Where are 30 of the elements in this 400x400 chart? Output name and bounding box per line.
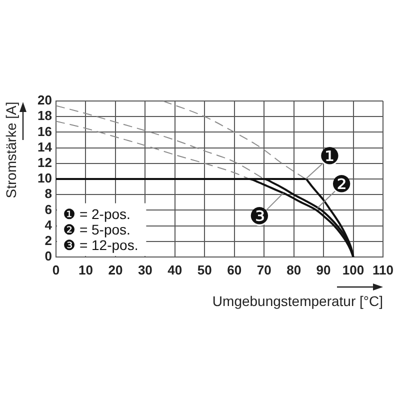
y-tick-label: 4 [44,217,53,232]
y-tick-label: 12 [38,154,52,170]
y-tick-label: 0 [44,248,52,264]
x-tick-label: 20 [108,262,123,278]
x-tick-label: 90 [316,262,331,278]
x-tick-label: 30 [138,262,152,278]
annotation: ❷ = 5-pos. [63,221,130,238]
x-tick-label: 40 [168,262,182,278]
y-tick-label: 16 [38,124,52,139]
y-tick-label: 20 [38,92,52,108]
annotation: ❶ = 2-pos. [63,206,130,222]
y-tick-label: 2 [44,232,52,248]
x-tick-label: 50 [197,262,212,278]
y-tick-label: 8 [44,186,52,202]
annotation: ❸ [249,204,270,230]
x-tick-label: 70 [256,262,272,278]
y-tick-label: 18 [38,108,52,124]
annotation: ❶ [319,144,340,170]
x-tick-label: 80 [286,262,302,278]
y-axis-title: Stromstärke [A] [2,102,19,198]
x-axis-title: Umgebungstemperatur [°C] [212,292,383,309]
y-tick-label: 10 [38,170,52,186]
x-tick-label: 60 [227,262,242,278]
x-tick-label: 100 [342,262,364,278]
x-tick-label: 110 [372,262,394,278]
x-tick-label: 10 [78,262,93,278]
annotation: ❷ [331,172,352,198]
y-tick-label: 6 [44,202,52,217]
annotation: ❸ = 12-pos. [63,237,138,254]
y-tick-label: 14 [38,139,53,154]
